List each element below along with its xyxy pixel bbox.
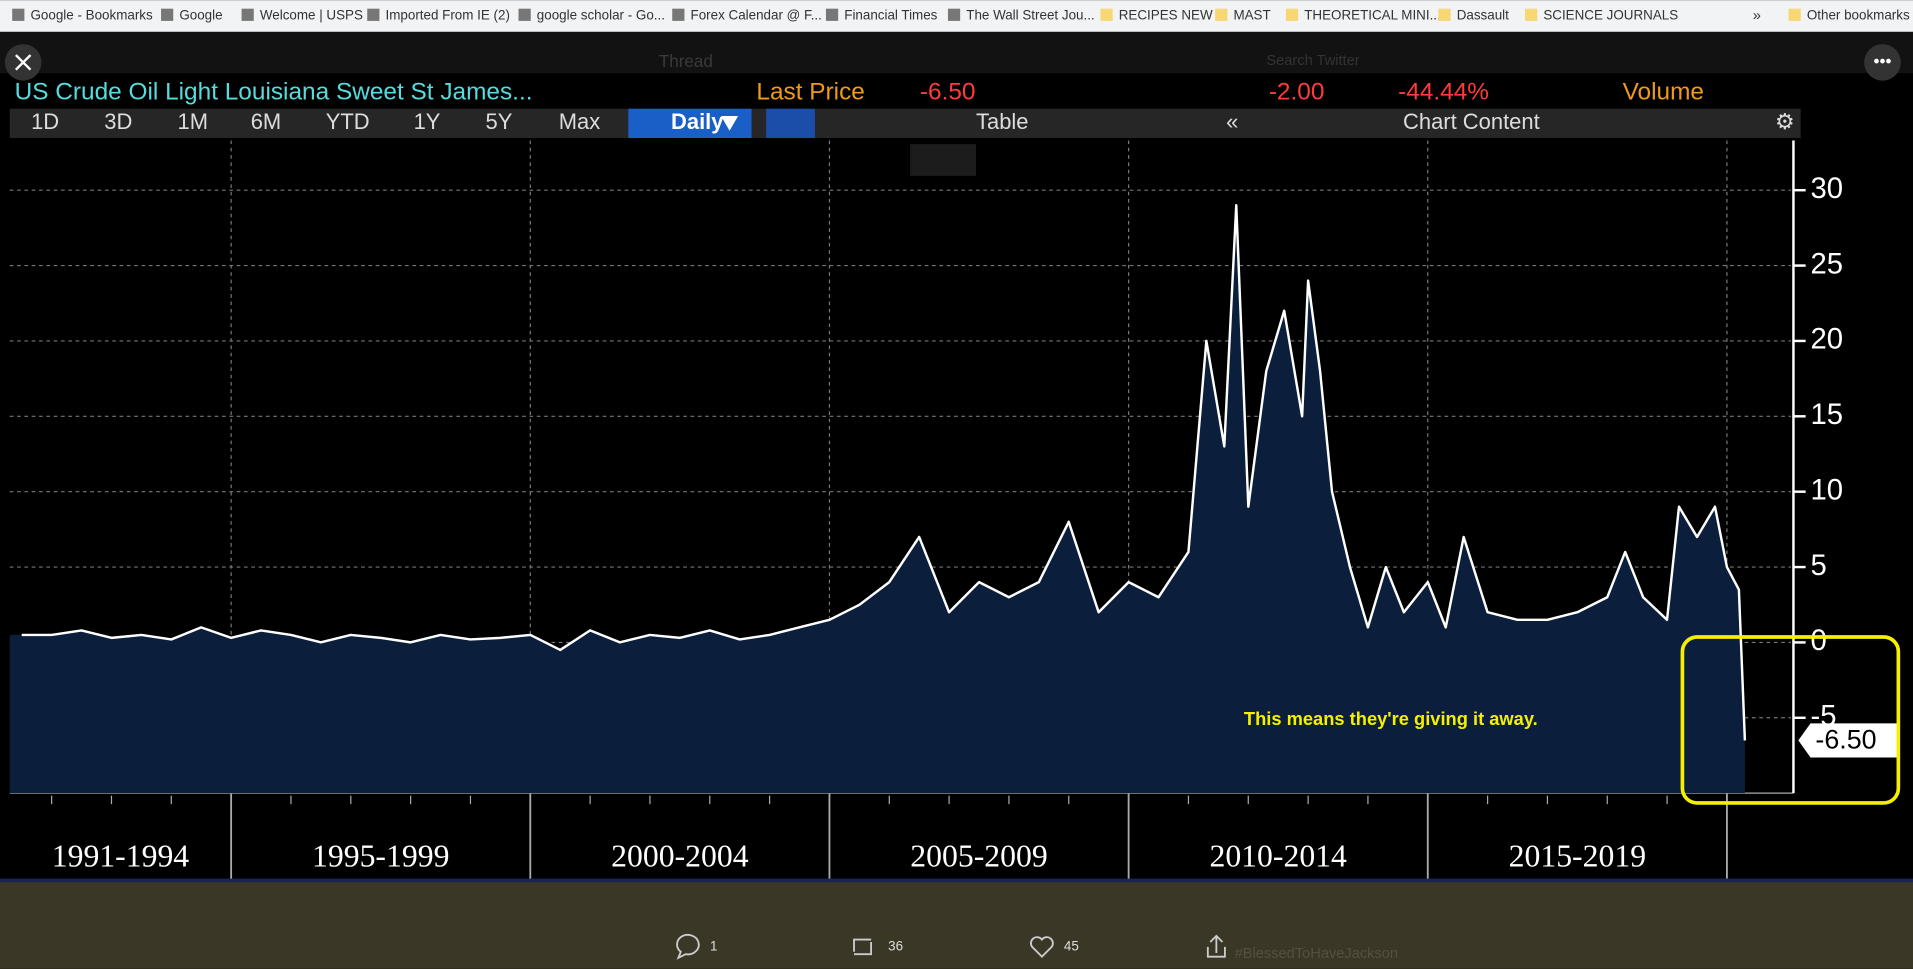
bookmark[interactable]: google scholar - Go... (537, 8, 665, 23)
last-price: -6.50 (920, 78, 976, 105)
range-button[interactable]: YTD (326, 109, 370, 134)
period-label: 1991-1994 (52, 838, 190, 873)
bookmark[interactable]: The Wall Street Jou... (966, 8, 1094, 23)
collapse-button[interactable]: « (1226, 109, 1238, 134)
bookmark-icon (241, 8, 254, 21)
reply-count: 1 (710, 938, 717, 953)
bookmark-icon (12, 8, 25, 21)
line-chart-button[interactable] (766, 108, 815, 139)
bookmark[interactable]: Dassault (1457, 8, 1509, 23)
y-tick-label: 25 (1811, 247, 1844, 280)
dropdown-arrow (721, 116, 739, 131)
bookmark[interactable]: Other bookmarks (1807, 8, 1910, 23)
share-icon[interactable] (1206, 934, 1226, 958)
like-icon[interactable] (1030, 936, 1054, 958)
like-count: 45 (1064, 938, 1079, 953)
period-label: 1995-1999 (312, 838, 449, 873)
bookmark-icon (518, 8, 531, 21)
settings-button[interactable]: ⚙ (1775, 109, 1795, 134)
retweet-icon[interactable] (853, 938, 873, 956)
close-icon (14, 54, 32, 71)
bookmark[interactable]: SCIENCE JOURNALS (1543, 8, 1678, 23)
area (9, 205, 1745, 794)
range-button[interactable]: 5Y (486, 109, 513, 134)
overlay-bottom (0, 881, 1913, 969)
range-button[interactable]: 3D (104, 109, 132, 134)
bookmark-icon (367, 8, 380, 21)
line (21, 204, 1747, 741)
chart-bottom-border (0, 878, 1913, 883)
table-button[interactable]: Table (976, 109, 1028, 134)
reply-icon[interactable] (676, 933, 700, 960)
bookmark[interactable]: MAST (1233, 8, 1270, 23)
y-tick-label: 15 (1811, 398, 1844, 431)
bookmark[interactable]: THEORETICAL MINI... (1304, 8, 1441, 23)
thread-label: Thread (659, 52, 713, 71)
bookmark[interactable]: Financial Times (844, 8, 937, 23)
bookmark[interactable]: Imported From IE (2) (386, 8, 510, 23)
y-tick-label: 10 (1811, 473, 1844, 506)
last-value-label: -6.50 (1815, 725, 1876, 755)
toolbar (9, 108, 1801, 139)
retweet-count: 36 (888, 938, 903, 953)
overlay-top (0, 31, 1913, 74)
bookmark[interactable]: RECIPES NEW (1119, 8, 1213, 23)
more-icon: ••• (1874, 52, 1892, 71)
range-button[interactable]: Max (559, 109, 600, 134)
y-tick-label: 30 (1811, 172, 1844, 205)
bookmark-icon (161, 8, 174, 21)
more-button[interactable] (1864, 44, 1901, 81)
annotation: This means they're giving it away. (1244, 708, 1538, 729)
period-label: 2000-2004 (611, 838, 749, 873)
change: -2.00 (1269, 78, 1325, 105)
y-tick-label: 0 (1811, 624, 1827, 657)
last-price-label: Last Price (756, 78, 864, 105)
period-label: 2010-2014 (1209, 838, 1347, 873)
bookmark-icon (947, 8, 961, 21)
range-button[interactable]: 1M (178, 109, 209, 134)
frequency-button[interactable]: Daily (671, 109, 724, 134)
range-button[interactable]: 1D (31, 109, 59, 134)
bookmark[interactable]: Google (179, 8, 222, 23)
bookmark[interactable]: Forex Calendar @ F... (691, 8, 822, 23)
bookmark-icon (1100, 8, 1113, 21)
bookmark[interactable]: Google - Bookmarks (31, 8, 153, 23)
y-tick-label: 5 (1811, 549, 1827, 582)
bookmark-icon (1438, 8, 1451, 21)
bookmark-icon (1525, 8, 1538, 21)
highlight-box (1680, 635, 1901, 805)
security-name: US Crude Oil Light Louisiana Sweet St Ja… (15, 78, 533, 105)
bookmark-icon (1788, 8, 1801, 21)
bookmark-icon (1215, 8, 1228, 21)
bookmark-overflow: » (1753, 8, 1761, 24)
y-tick-label: 20 (1811, 323, 1844, 356)
search-box: Search Twitter (1266, 53, 1359, 69)
period-label: 2015-2019 (1509, 838, 1646, 873)
bookmark[interactable]: Welcome | USPS (260, 8, 363, 23)
bookmark-icon (672, 8, 685, 21)
volume-label: Volume (1623, 78, 1704, 105)
range-button[interactable]: 6M (251, 109, 282, 134)
change-pct: -44.44% (1398, 78, 1489, 105)
last-value-tag (1798, 723, 1899, 758)
hashtag: #BlessedToHaveJackson (1235, 946, 1398, 962)
period-label: 2005-2009 (910, 838, 1047, 873)
bookmark-icon (825, 8, 839, 21)
chart-content-button[interactable]: Chart Content (1403, 109, 1540, 134)
range-button[interactable]: 1Y (414, 109, 441, 134)
chart-type-picker[interactable] (910, 144, 977, 176)
bookmark-icon (1285, 8, 1299, 21)
